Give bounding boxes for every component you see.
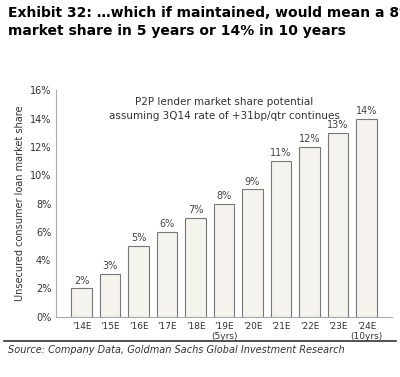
Text: P2P lender market share potential
assuming 3Q14 rate of +31bp/qtr continues: P2P lender market share potential assumi… [108, 97, 340, 121]
Bar [242, 189, 263, 317]
Bar [128, 246, 149, 317]
Bar [328, 133, 348, 317]
Text: 3%: 3% [102, 261, 118, 271]
Text: 2%: 2% [74, 276, 89, 286]
Text: 8%: 8% [216, 191, 232, 201]
Bar [185, 218, 206, 317]
Text: 5%: 5% [131, 233, 146, 243]
Bar [271, 161, 291, 317]
Text: 9%: 9% [245, 176, 260, 187]
Bar [100, 274, 120, 317]
Text: Exhibit 32: …which if maintained, would mean a 8%
market share in 5 years or 14%: Exhibit 32: …which if maintained, would … [8, 6, 400, 38]
Text: Source: Company Data, Goldman Sachs Global Investment Research: Source: Company Data, Goldman Sachs Glob… [8, 345, 345, 355]
Text: 7%: 7% [188, 205, 203, 215]
Text: 6%: 6% [159, 219, 175, 229]
Bar [214, 204, 234, 317]
Text: 14%: 14% [356, 106, 377, 116]
Bar [157, 232, 177, 317]
Text: 13%: 13% [327, 120, 349, 130]
Text: 12%: 12% [299, 134, 320, 144]
Y-axis label: Unsecured consumer loan market share: Unsecured consumer loan market share [16, 106, 26, 301]
Bar [299, 147, 320, 317]
Text: 11%: 11% [270, 148, 292, 158]
Bar [356, 119, 377, 317]
Bar [71, 288, 92, 317]
